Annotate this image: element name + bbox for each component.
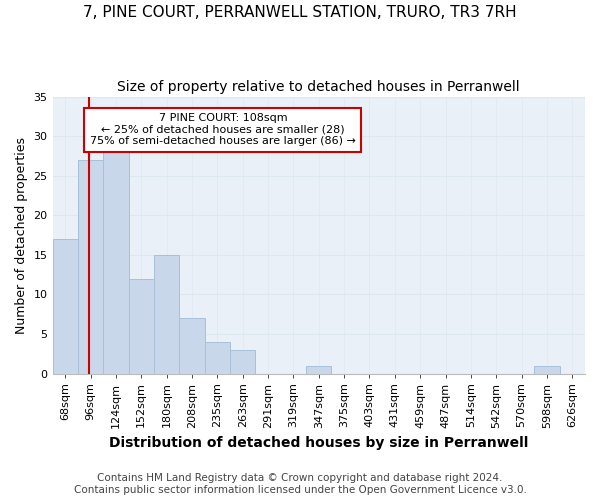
Bar	[103, 152, 128, 374]
Bar	[179, 318, 205, 374]
Text: Contains HM Land Registry data © Crown copyright and database right 2024.
Contai: Contains HM Land Registry data © Crown c…	[74, 474, 526, 495]
Bar	[78, 160, 103, 374]
Text: 7, PINE COURT, PERRANWELL STATION, TRURO, TR3 7RH: 7, PINE COURT, PERRANWELL STATION, TRURO…	[83, 5, 517, 20]
Bar	[306, 366, 331, 374]
Y-axis label: Number of detached properties: Number of detached properties	[15, 136, 28, 334]
Bar	[230, 350, 256, 374]
X-axis label: Distribution of detached houses by size in Perranwell: Distribution of detached houses by size …	[109, 436, 529, 450]
Bar	[534, 366, 560, 374]
Bar	[154, 255, 179, 374]
Bar	[205, 342, 230, 374]
Text: 7 PINE COURT: 108sqm
← 25% of detached houses are smaller (28)
75% of semi-detac: 7 PINE COURT: 108sqm ← 25% of detached h…	[90, 113, 356, 146]
Title: Size of property relative to detached houses in Perranwell: Size of property relative to detached ho…	[118, 80, 520, 94]
Bar	[128, 278, 154, 374]
Bar	[53, 239, 78, 374]
